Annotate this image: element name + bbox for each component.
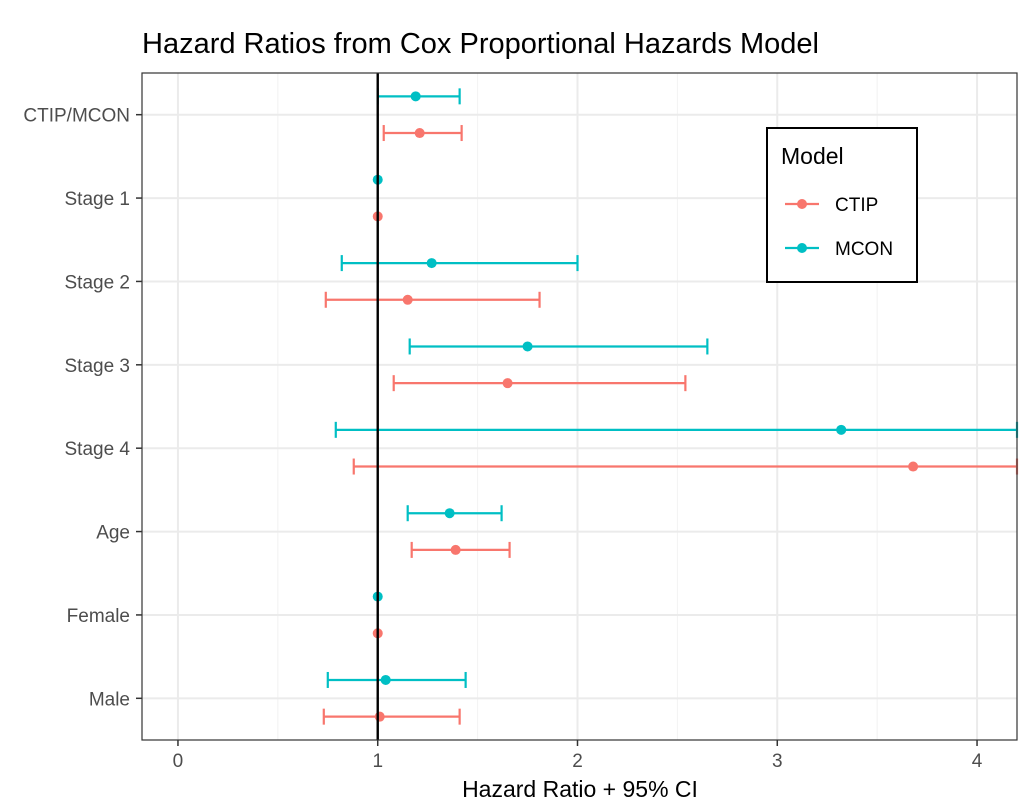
legend-title: Model <box>781 143 844 169</box>
point-ctip <box>908 461 919 472</box>
y-tick-label: Stage 2 <box>65 272 131 293</box>
x-tick-label: 2 <box>572 751 583 772</box>
y-tick-label: Stage 4 <box>65 439 131 460</box>
panel-border <box>141 72 1018 741</box>
legend-label-mcon: MCON <box>835 239 893 260</box>
point-ctip <box>414 128 425 139</box>
chart-title: Hazard Ratios from Cox Proportional Haza… <box>142 28 819 60</box>
y-tick-label: Stage 1 <box>65 189 131 210</box>
y-tick-label: Male <box>89 689 130 710</box>
point-mcon <box>380 674 391 685</box>
point-mcon <box>444 508 455 519</box>
y-tick-label: Female <box>67 606 130 627</box>
point-ctip <box>450 544 461 555</box>
legend-key-point-mcon <box>797 243 807 253</box>
point-mcon <box>522 341 533 352</box>
legend: Model CTIP MCON <box>766 127 918 283</box>
x-tick-label: 1 <box>372 751 383 772</box>
x-tick-label: 4 <box>972 751 983 772</box>
x-tick-label: 3 <box>772 751 783 772</box>
point-ctip <box>502 378 513 389</box>
point-ctip <box>402 294 413 305</box>
y-tick-label: Stage 3 <box>65 356 131 377</box>
legend-key-point-ctip <box>797 199 807 209</box>
point-mcon <box>426 258 437 269</box>
point-mcon <box>410 91 421 102</box>
x-axis-label: Hazard Ratio + 95% CI <box>462 776 698 802</box>
x-tick-label: 0 <box>173 751 184 772</box>
y-tick-label: Age <box>96 523 130 544</box>
y-tick-label: CTIP/MCON <box>23 106 130 127</box>
point-ctip <box>374 711 385 722</box>
legend-label-ctip: CTIP <box>835 195 878 216</box>
point-mcon <box>836 424 847 435</box>
